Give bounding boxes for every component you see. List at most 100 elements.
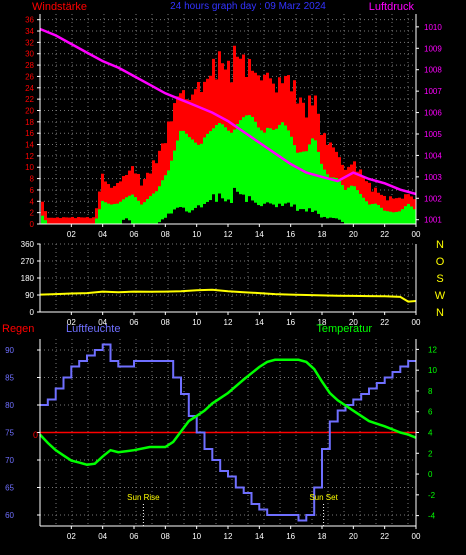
x-tick-label: 06 [130,532,139,541]
wind-mean-bar [125,197,128,224]
wind-gust-bar [143,179,146,224]
wind-y-tick-label: 0 [30,220,35,229]
wind-min-bar [200,207,203,224]
wind-min-bar [263,203,266,224]
wind-min-bar [194,207,197,224]
wind-min-bar [326,218,329,224]
wind-mean-bar [263,132,266,224]
wind-mean-bar [209,131,212,224]
wind-mean-bar [155,191,158,224]
sun-annotations: Sun Rise Sun Set [127,493,339,526]
direction-line-group [39,288,417,303]
rain-zero-label: 0 [33,430,38,440]
x-tick-label: 02 [67,318,76,327]
wind-mean-bar [389,211,392,224]
wind-mean-bar [281,122,284,224]
wind-y-tick-label: 16 [25,129,34,138]
wind-min-bar [227,199,230,224]
x-tick-label: 12 [224,532,233,541]
wind-mean-bar [317,151,320,224]
x-tick-label: 20 [349,532,358,541]
direction-compass-label: W [435,290,446,302]
direction-line [39,288,417,303]
wind-mean-bar [119,201,122,224]
x-tick-label: 20 [349,230,358,239]
wind-mean-bar [173,150,176,224]
wind-min-bar [242,194,245,224]
x-tick-label: 18 [318,230,327,239]
wind-min-bar [305,211,308,224]
x-tick-label: 18 [318,318,327,327]
temperature-y-tick-label: 2 [428,449,433,458]
wind-tick-labels: 0246810121416182022242628303234361001100… [25,16,442,239]
wind-min-bar [197,205,200,224]
wind-gust-bar [62,217,65,224]
wind-mean-bar [149,196,152,224]
wind-mean-bar [386,211,389,224]
direction-compass-label: N [436,239,444,251]
x-tick-label: 22 [380,318,389,327]
pressure-y-tick-label: 1009 [424,44,442,53]
wind-gust-bar [137,173,140,224]
wind-mean-bar [320,163,323,224]
wind-mean-bar [233,129,236,224]
wind-gust-bar [65,217,68,224]
wind-mean-bar [353,186,356,224]
wind-gust-bar [47,217,50,224]
wind-mean-bar [293,145,296,224]
wind-mean-bar [242,117,245,224]
wind-gust-bar [77,216,80,224]
wind-mean-bar [245,115,248,224]
temperature-y-tick-label: -2 [428,491,436,500]
wind-min-bar [125,218,128,224]
wind-mean-bar [203,137,206,224]
wind-mean-bar [323,169,326,224]
wind-mean-bar [290,136,293,224]
wind-min-bar [209,200,212,224]
wind-min-bar [317,213,320,224]
x-tick-label: 00 [412,230,421,239]
x-tick-label: 14 [255,318,264,327]
wind-gust-bar [152,160,155,224]
direction-y-tick-label: 360 [21,240,35,249]
wind-min-bar [218,193,221,224]
wind-min-bar [257,205,260,224]
wind-y-tick-label: 14 [25,141,34,150]
wind-min-bar [308,208,311,224]
wind-mean-bar [239,120,242,224]
wind-mean-bar [176,140,179,224]
wind-min-bar [221,198,224,224]
x-tick-label: 18 [318,532,327,541]
wind-gust-bar [41,201,44,224]
temperature-y-tick-label: 12 [428,345,437,354]
wind-gust-bar [395,198,398,224]
wind-mean-bar [296,152,299,224]
wind-min-bar [302,209,305,224]
wind-min-bar [164,217,167,224]
wind-min-bar [167,213,170,224]
wind-mean-bar [398,211,401,224]
wind-mean-bar [110,204,113,224]
wind-mean-bar [371,203,374,224]
wind-mean-bar [185,133,188,224]
direction-compass-label: S [436,273,443,285]
x-tick-label: 06 [130,318,139,327]
wind-mean-bar [368,204,371,224]
direction-y-tick-label: 180 [21,274,35,283]
wind-gust-bar [383,195,386,224]
wind-min-bar [128,220,131,224]
wind-mean-bar [338,180,341,224]
wind-y-tick-label: 12 [25,152,34,161]
x-tick-label: 12 [224,318,233,327]
wind-mean-bar [377,205,380,224]
wind-min-bar [260,206,263,224]
wind-mean-bar [329,177,332,224]
wind-mean-bar [266,127,269,224]
pressure-y-tick-label: 1008 [424,66,442,75]
wind-min-bar [122,219,125,224]
wind-mean-bar [191,139,194,224]
wind-min-bar [176,207,179,224]
wind-y-tick-label: 26 [25,72,34,81]
wind-mean-bar [275,128,278,224]
x-tick-label: 22 [380,230,389,239]
